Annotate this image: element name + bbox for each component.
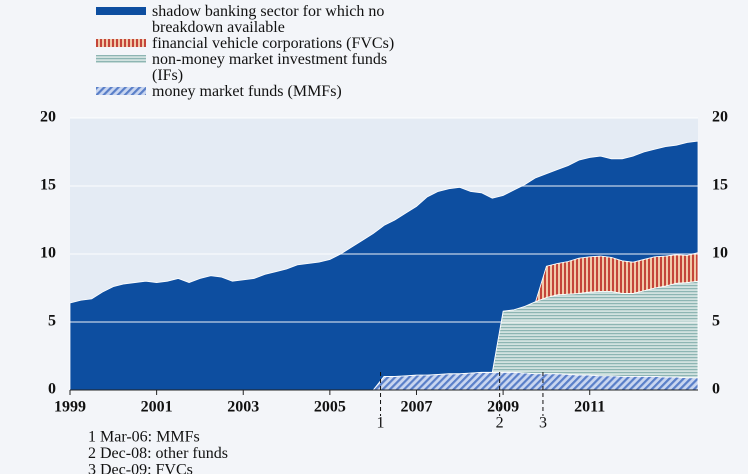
legend-swatch-fill <box>96 7 146 15</box>
legend-swatch <box>96 7 146 15</box>
event-label: 2 <box>496 415 504 432</box>
x-tick-label: 2003 <box>227 399 259 416</box>
note: 1 Mar-06: MMFs <box>88 429 200 446</box>
legend-swatch-fill <box>96 39 146 47</box>
legend-label: financial vehicle corporations (FVCs) <box>152 35 395 52</box>
legend-entry: money market funds (MMFs) <box>96 84 414 100</box>
x-tick-label: 2005 <box>314 399 346 416</box>
y-tick-label: 15 <box>40 177 56 194</box>
event-label: 3 <box>539 415 547 432</box>
note: 2 Dec-08: other funds <box>88 445 228 462</box>
y-tick-label: 0 <box>48 381 56 398</box>
legend-entry: financial vehicle corporations (FVCs) <box>96 36 414 52</box>
legend-entry: shadow banking sector for which no break… <box>96 4 414 36</box>
y2-tick-label: 20 <box>712 109 728 126</box>
legend-swatch-fill <box>96 55 146 63</box>
y2-tick-label: 15 <box>712 177 728 194</box>
x-tick-label: 2001 <box>141 399 173 416</box>
y-tick-label: 5 <box>48 313 56 330</box>
x-tick-label: 2011 <box>574 399 605 416</box>
x-tick-label: 2007 <box>400 399 432 416</box>
event-label: 1 <box>377 415 385 432</box>
note: 3 Dec-09: FVCs <box>88 462 193 474</box>
legend-label: money market funds (MMFs) <box>152 83 342 100</box>
y-tick-label: 20 <box>40 109 56 126</box>
y-tick-label: 10 <box>40 245 56 262</box>
y2-tick-label: 10 <box>712 245 728 262</box>
legend-label: shadow banking sector for which no break… <box>152 3 385 36</box>
legend-swatch <box>96 55 146 63</box>
x-tick-label: 2009 <box>487 399 519 416</box>
y2-tick-label: 0 <box>712 381 720 398</box>
x-tick-label: 1999 <box>54 399 86 416</box>
legend: shadow banking sector for which no break… <box>96 4 414 100</box>
legend-label: non-money market investment funds (IFs) <box>152 51 388 84</box>
legend-swatch-fill <box>96 87 146 95</box>
legend-swatch <box>96 39 146 47</box>
y2-tick-label: 5 <box>712 313 720 330</box>
legend-swatch <box>96 87 146 95</box>
legend-entry: non-money market investment funds (IFs) <box>96 52 414 84</box>
